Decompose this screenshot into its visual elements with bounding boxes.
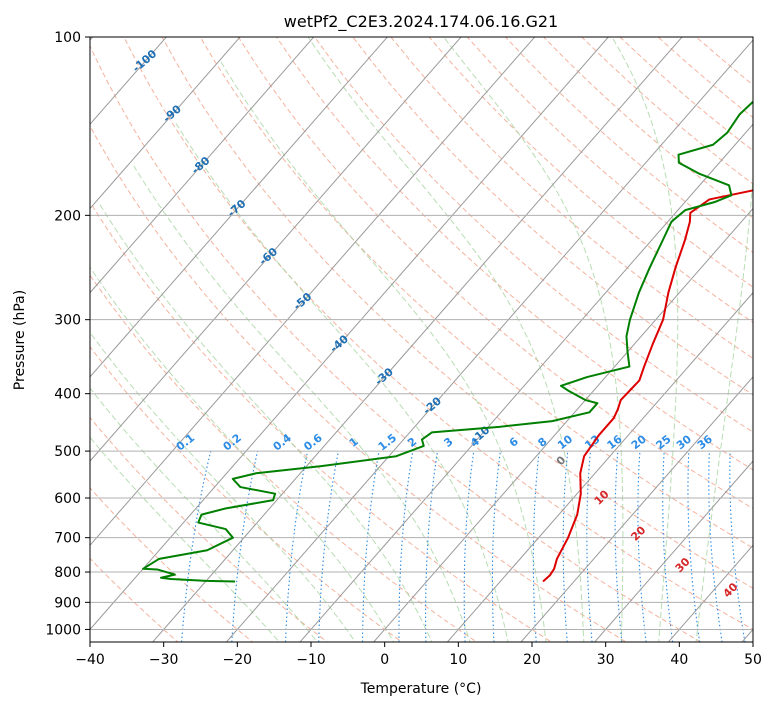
x-tick-label: −30 <box>149 652 179 668</box>
isotherm-line <box>152 37 683 642</box>
dry-adiabat-line <box>314 37 753 433</box>
isotherm-line <box>520 376 753 642</box>
x-tick-label: 10 <box>449 652 467 668</box>
isotherms <box>90 37 753 642</box>
isotherm-line <box>90 37 315 294</box>
y-tick-label: 200 <box>54 208 81 224</box>
isotherm-line <box>373 207 753 642</box>
x-tick-label: 20 <box>523 652 541 668</box>
isotherm-line <box>90 37 536 547</box>
plot-area: 0.1 0.2 0.4 0.6 1 1.5 2 3 4 6 8 10 13 16 20 25 30 36-100-… <box>90 37 753 642</box>
x-tick-label: −40 <box>75 652 105 668</box>
y-tick-label: 600 <box>54 491 81 507</box>
x-tick-label: 30 <box>597 652 615 668</box>
isotherm-line <box>90 37 241 210</box>
isotherm-line <box>90 37 389 378</box>
moist-adiabat-line <box>133 165 471 642</box>
y-tick-label: 700 <box>54 531 81 547</box>
isotherm-line <box>446 291 753 642</box>
x-tick-label: −10 <box>296 652 326 668</box>
isotherm-line <box>667 544 753 642</box>
plot-frame <box>89 36 754 643</box>
isotherm-line <box>90 37 462 462</box>
y-tick-label: 900 <box>54 595 81 611</box>
dry-adiabat-line <box>352 37 753 396</box>
y-tick-label: 300 <box>54 313 81 329</box>
moist-adiabat-line <box>220 61 547 642</box>
isotherm-line <box>299 123 753 642</box>
dry-adiabat-line <box>90 416 329 642</box>
y-tick-label: 500 <box>54 444 81 460</box>
x-tick-label: −20 <box>223 652 253 668</box>
temperature-profile-line <box>542 189 753 583</box>
y-tick-label: 800 <box>54 565 81 581</box>
x-axis-label: Temperature (°C) <box>360 681 482 697</box>
y-tick-label: 400 <box>54 387 81 403</box>
isotherm-line <box>90 37 610 631</box>
dry-adiabat-line <box>90 487 254 642</box>
isotherm-line <box>225 39 753 642</box>
moist-adiabat-line <box>90 331 356 642</box>
y-tick-label: 100 <box>54 30 81 46</box>
moist-adiabat-line <box>98 201 433 642</box>
x-tick-label: 0 <box>380 652 389 668</box>
chart-title: wetPf2_C2E3.2024.174.06.16.G21 <box>284 12 558 32</box>
isotherm-line <box>594 460 753 642</box>
y-tick-label: 1000 <box>45 622 81 638</box>
x-axis-ticks: −40 −30 −20 −10 0 10 20 30 40 50 <box>75 642 762 668</box>
dry-adiabat-line <box>90 44 702 642</box>
y-axis-label: Pressure (hPa) <box>12 290 28 390</box>
x-tick-label: 40 <box>670 652 688 668</box>
moist-adiabat-line <box>90 266 395 642</box>
dewpoint-profile-line <box>142 100 753 583</box>
sounding-profiles <box>142 100 753 583</box>
dry-adiabat-line <box>428 37 753 323</box>
dry-adiabat-line <box>199 37 753 549</box>
x-tick-label: 50 <box>744 652 762 668</box>
moist-adiabat-line <box>90 387 318 642</box>
pressure-gridlines <box>90 37 753 630</box>
y-axis-ticks: 100 200 300 400 500 600 700 800 900 1000 <box>45 30 90 638</box>
